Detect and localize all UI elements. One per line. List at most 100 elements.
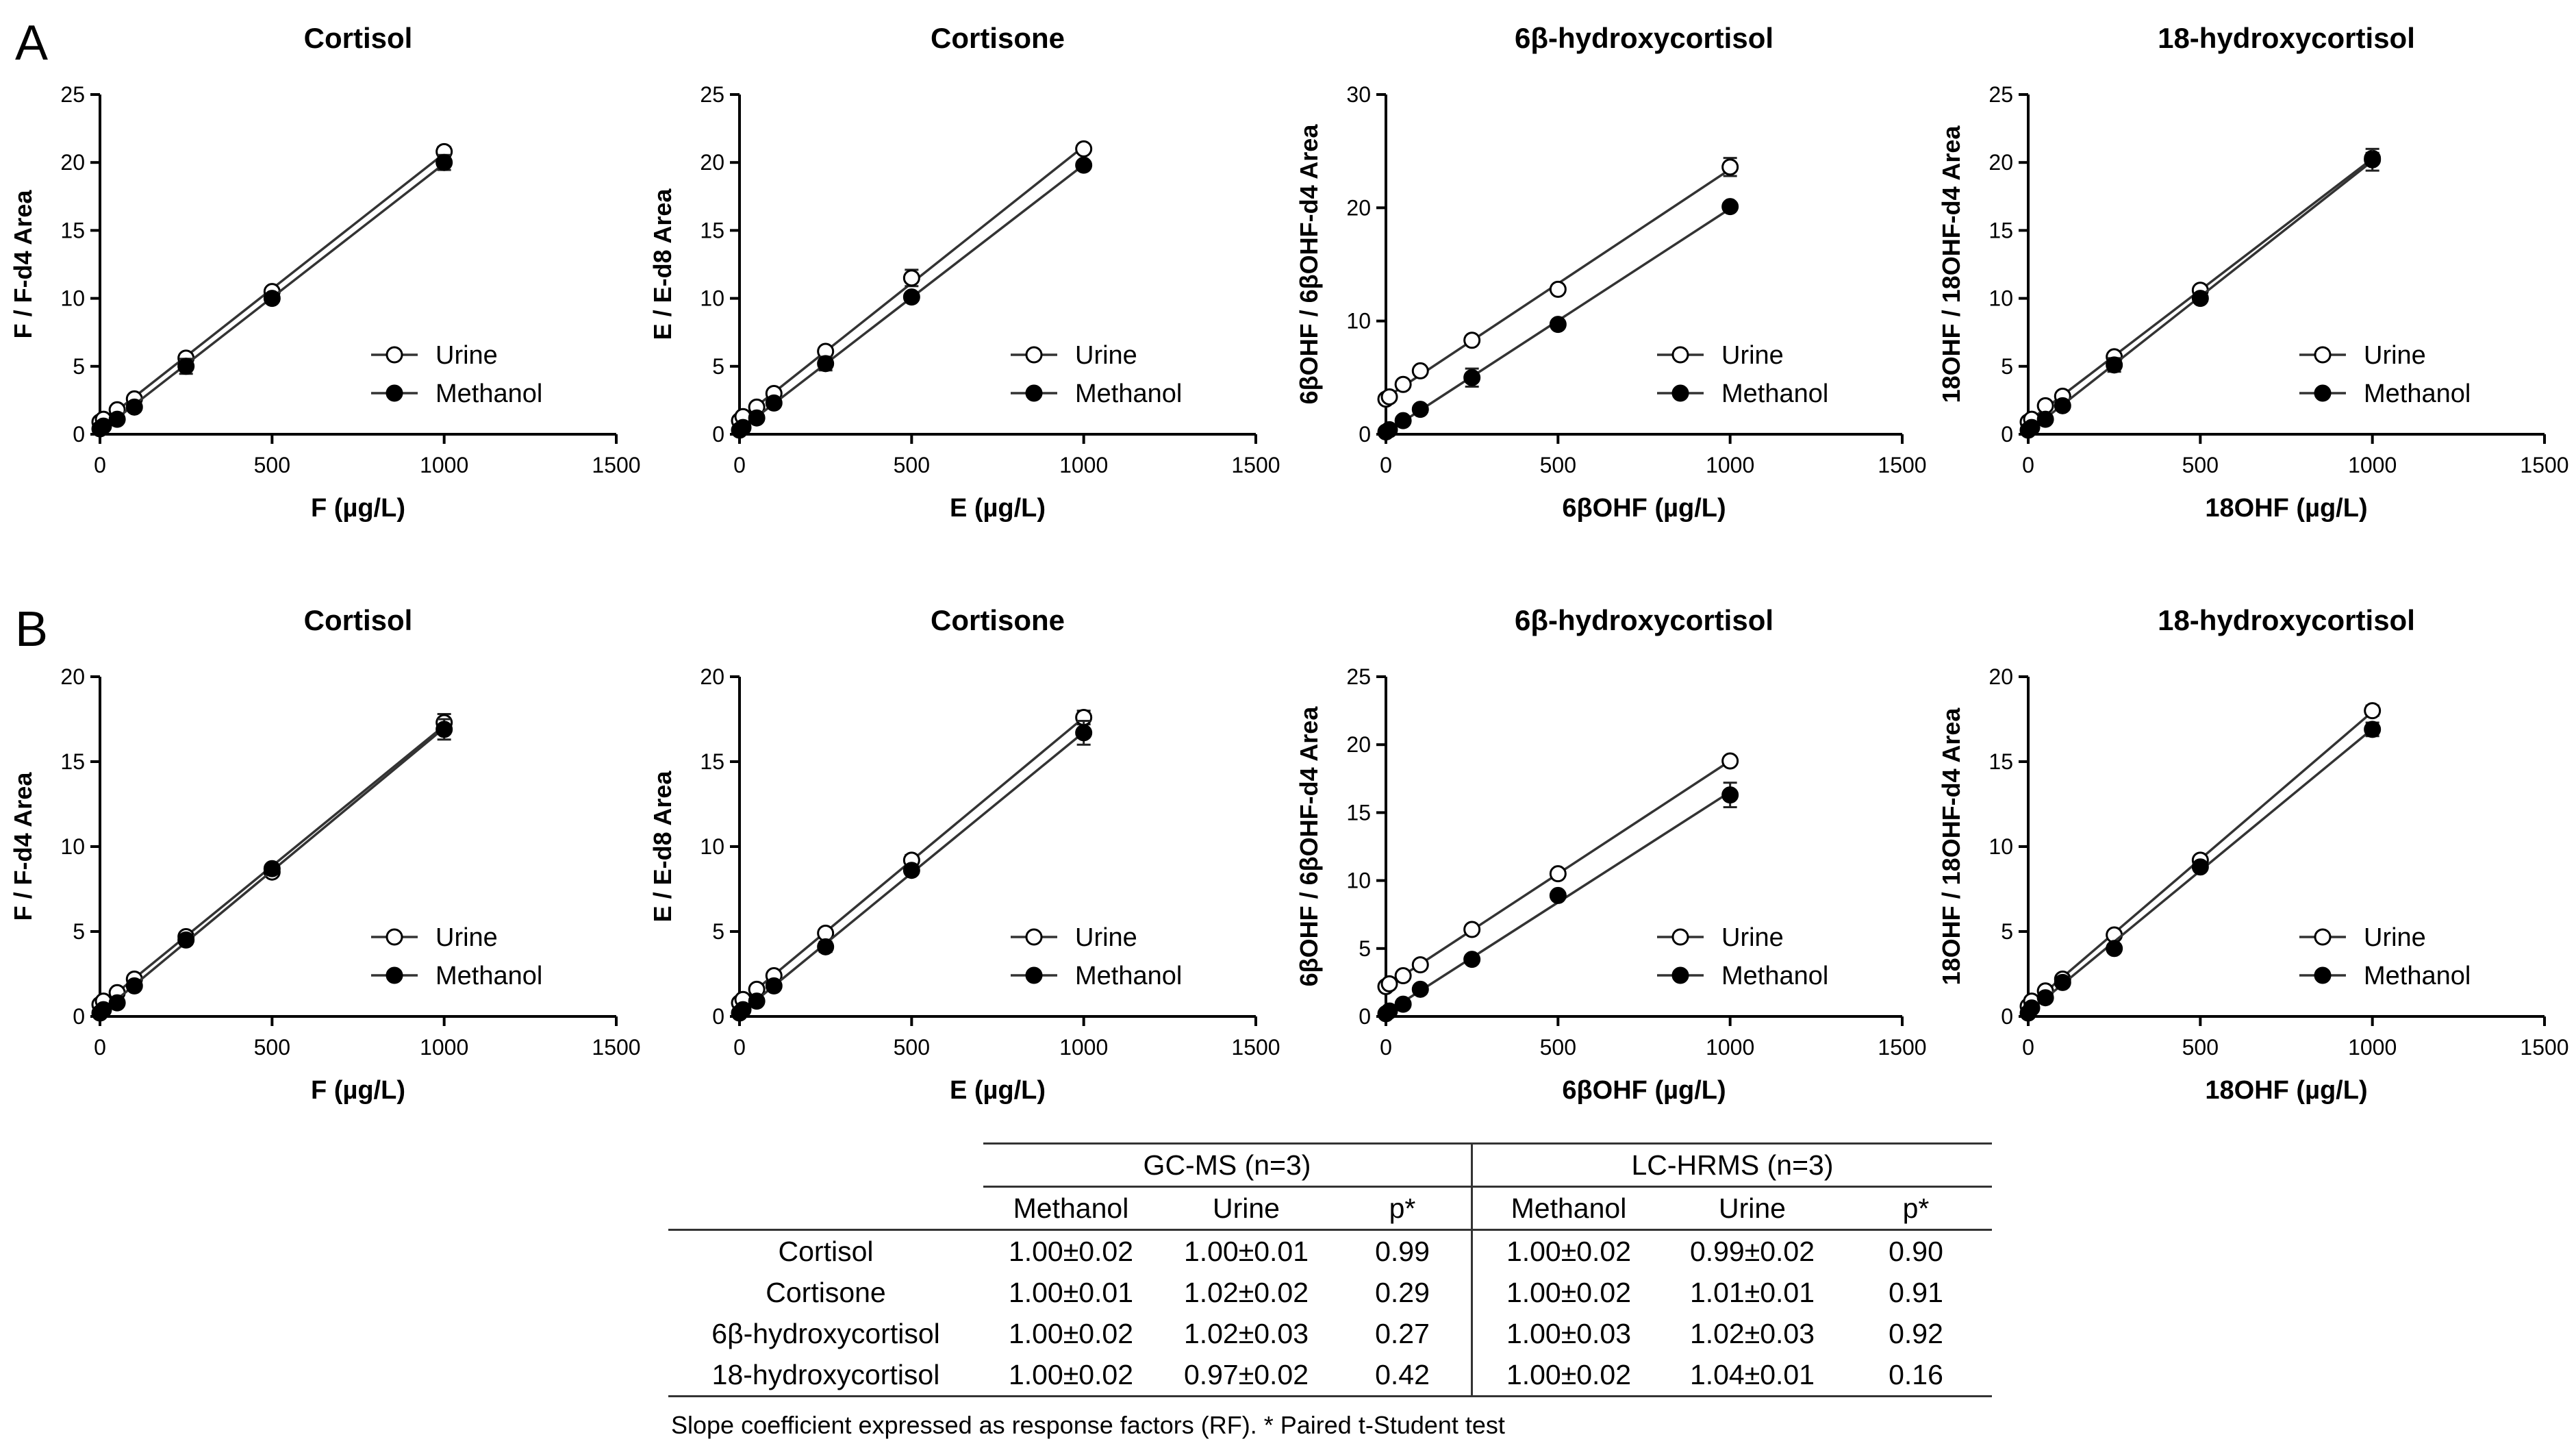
legend-marker-urine [1025, 928, 1043, 946]
table-cell: 0.99±0.02 [1689, 1235, 1815, 1267]
data-point-methanol [765, 394, 783, 412]
y-tick-label: 5 [2001, 354, 2013, 379]
legend-label: Methanol [1721, 379, 1828, 408]
x-tick-label: 1500 [2520, 453, 2568, 477]
y-tick-label: 10 [1346, 309, 1371, 334]
legend-marker-methanol [386, 966, 403, 984]
row-label: Cortisol [778, 1235, 874, 1267]
table-cell: 1.00±0.02 [1008, 1317, 1134, 1349]
data-point-methanol [263, 860, 281, 877]
data-point-methanol [1549, 316, 1567, 334]
legend-marker-urine [1025, 346, 1043, 364]
data-point-methanol [1463, 951, 1481, 968]
data-point-urine [2364, 702, 2382, 720]
column-header: Urine [1665, 1186, 1840, 1231]
y-axis-label: F / F-d4 Area [9, 772, 37, 921]
data-point-methanol [765, 977, 783, 995]
data-point-methanol [1721, 198, 1739, 216]
x-tick-label: 1000 [2348, 1035, 2397, 1060]
legend-label: Methanol [1721, 962, 1828, 990]
data-point-methanol [94, 1001, 112, 1018]
x-axis-label: F (µg/L) [311, 1076, 405, 1105]
group-header-gcms: GC-MS (n=3) [983, 1142, 1472, 1187]
legend-label: Methanol [2364, 962, 2471, 990]
legend-label: Urine [435, 923, 498, 952]
data-point-methanol [2364, 151, 2382, 168]
x-tick-label: 0 [94, 453, 106, 477]
chart-2: Cortisone 0 500 1000 1500 0 5 10 15 20 25 E (µg/L) E… [648, 22, 1280, 523]
x-tick-label: 1000 [420, 453, 468, 477]
y-tick-label: 15 [1988, 749, 2013, 774]
y-tick-label: 5 [2001, 919, 2013, 944]
data-point-urine [1463, 332, 1481, 349]
x-axis-label: E (µg/L) [950, 494, 1046, 523]
data-point-methanol [94, 417, 112, 435]
legend-marker-urine [386, 928, 403, 946]
x-tick-label: 1500 [592, 1035, 640, 1060]
data-point-urine [1411, 956, 1429, 974]
table-row: Cortisone 1.00±0.01 1.02±0.02 0.29 1.00±… [668, 1272, 1992, 1313]
legend-marker-urine [2314, 928, 2332, 946]
y-tick-label: 0 [2001, 1004, 2013, 1029]
table-footnote: Slope coefficient expressed as response … [671, 1411, 1505, 1439]
table-cell: 0.27 [1375, 1317, 1430, 1349]
data-point-urine [1721, 158, 1739, 176]
table-row: Cortisol 1.00±0.02 1.00±0.01 0.99 1.00±0… [668, 1229, 1992, 1272]
data-point-methanol [125, 398, 143, 416]
y-tick-label: 10 [700, 286, 724, 311]
x-tick-label: 1000 [1059, 453, 1108, 477]
legend-marker-urine [1671, 346, 1689, 364]
y-tick-label: 15 [1346, 800, 1371, 825]
legend-label: Urine [2364, 923, 2426, 952]
data-point-methanol [2023, 418, 2041, 436]
column-header: Urine [1159, 1186, 1334, 1231]
chart-title: Cortisone [931, 604, 1065, 636]
chart-5: Cortisol 0 500 1000 1500 0 5 10 15 20 F (µg/L) F / … [9, 604, 641, 1105]
table-cell: 0.99 [1375, 1235, 1430, 1267]
x-axis-label: F (µg/L) [311, 494, 405, 523]
table-cell: 0.42 [1334, 1354, 1472, 1397]
y-tick-label: 5 [712, 354, 724, 379]
data-point-methanol [734, 418, 752, 436]
y-tick-label: 25 [1346, 664, 1371, 689]
column-header: p* [1840, 1186, 1992, 1231]
data-point-methanol [2036, 410, 2054, 428]
x-axis-label: 18OHF (µg/L) [2205, 494, 2367, 523]
x-tick-label: 1000 [1706, 453, 1754, 477]
y-axis-label: F / F-d4 Area [9, 190, 37, 339]
row-label: Cortisone [766, 1276, 886, 1308]
table-cell: 0.16 [1840, 1354, 1992, 1397]
y-tick-label: 25 [1988, 82, 2013, 107]
table-cell: 0.91 [1889, 1276, 1943, 1308]
response-factor-table: GC-MS (n=3) LC-HRMS (n=3) Methanol Urine… [668, 1142, 1992, 1397]
legend-marker-urine [386, 346, 403, 364]
data-point-methanol [2191, 290, 2209, 308]
chart-title: Cortisol [304, 604, 413, 636]
data-point-methanol [2054, 397, 2071, 414]
y-tick-label: 10 [1988, 834, 2013, 859]
data-point-methanol [734, 1001, 752, 1018]
legend-marker-methanol [1025, 384, 1043, 402]
table-cell: 1.00±0.02 [1471, 1354, 1665, 1397]
data-point-urine [1394, 966, 1412, 984]
table-cell: 1.00±0.03 [1471, 1313, 1665, 1354]
x-axis-label: 6βOHF (µg/L) [1562, 494, 1726, 523]
x-tick-label: 1500 [2520, 1035, 2568, 1060]
chart-7: 6β-hydroxycortisol 0 500 1000 1500 0 5 10 15 20 25… [1295, 604, 1927, 1105]
data-point-methanol [108, 410, 126, 428]
data-point-urine [1549, 865, 1567, 883]
table-cell: 1.01±0.01 [1689, 1276, 1815, 1308]
data-point-methanol [108, 994, 126, 1012]
data-point-methanol [2036, 989, 2054, 1007]
y-tick-label: 20 [1988, 150, 2013, 175]
y-tick-label: 0 [1359, 422, 1371, 447]
table-cell: 1.02±0.02 [1183, 1276, 1309, 1308]
x-tick-label: 0 [2022, 453, 2034, 477]
data-point-urine [1380, 388, 1398, 405]
legend-label: Urine [1075, 923, 1137, 952]
x-axis-label: E (µg/L) [950, 1076, 1046, 1105]
data-point-methanol [2106, 940, 2123, 958]
panel-letter-b: B [15, 602, 49, 657]
y-tick-label: 20 [1346, 195, 1371, 220]
